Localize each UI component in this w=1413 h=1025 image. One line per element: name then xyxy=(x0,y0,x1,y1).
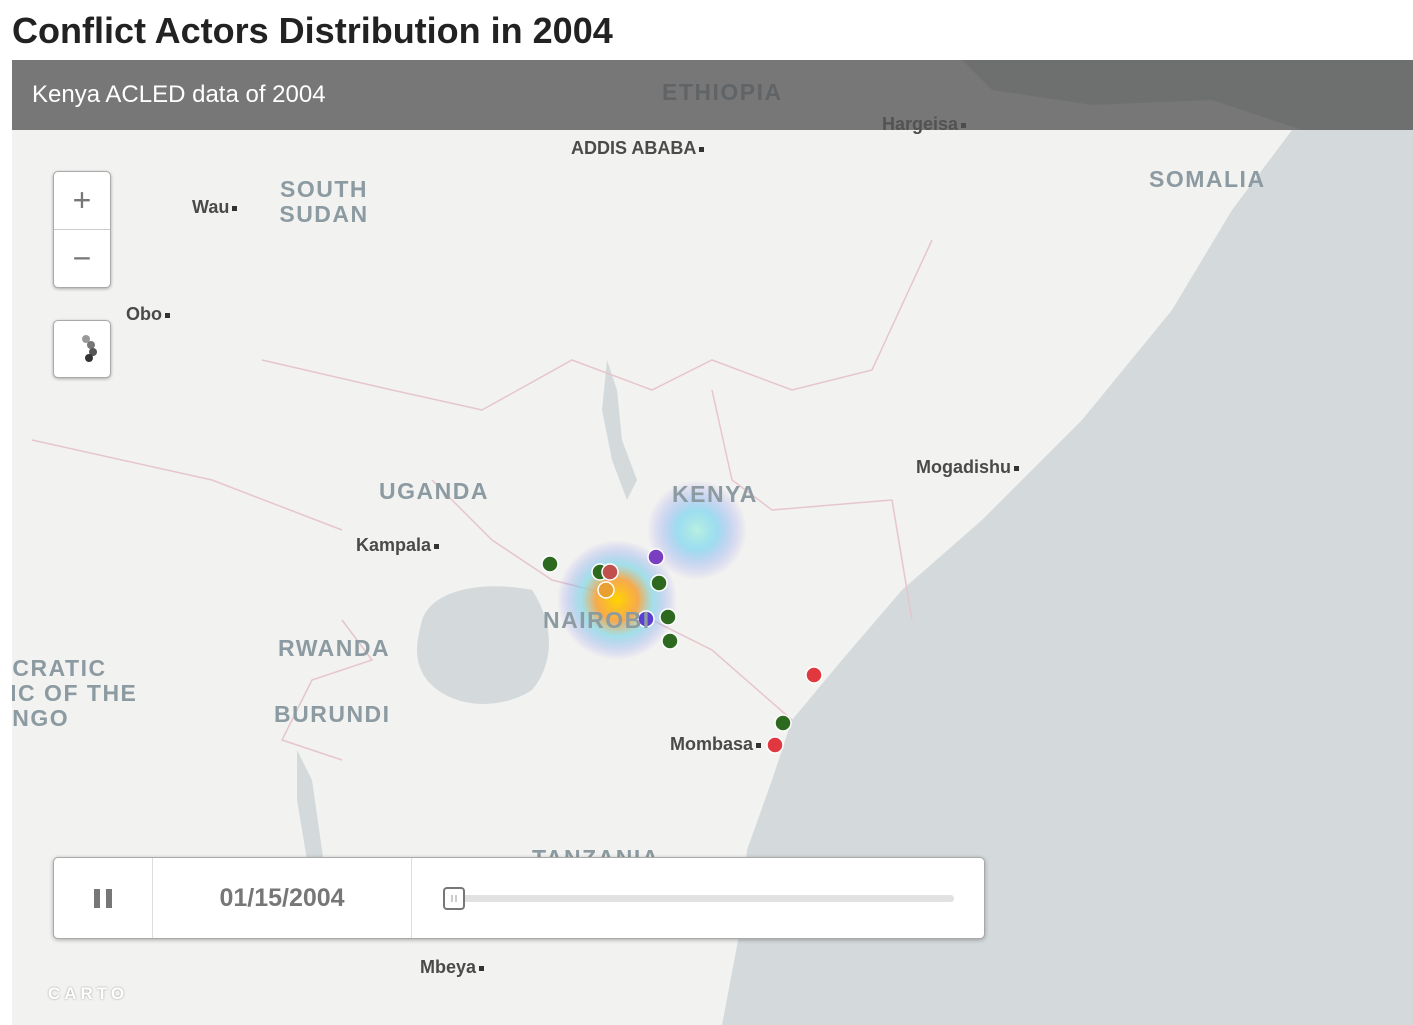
event-dot[interactable] xyxy=(541,555,559,573)
city-label: Kampala xyxy=(356,535,439,556)
city-label: Wau xyxy=(192,197,237,218)
event-dot[interactable] xyxy=(661,632,679,650)
zoom-out[interactable]: − xyxy=(72,240,92,276)
attribution: CARTO xyxy=(48,984,129,1003)
events xyxy=(541,548,823,754)
event-dot[interactable] xyxy=(597,581,615,599)
country-label: DEMOCRATIC REPUBLIC OF THE CONGO xyxy=(12,655,138,731)
country-label: UGANDA xyxy=(379,478,489,504)
heat-spot xyxy=(557,540,677,660)
city-label: ADDIS ABABA xyxy=(571,138,704,159)
event-dot[interactable] xyxy=(650,574,668,592)
country-label: BURUNDI xyxy=(274,701,391,727)
city-label: Obo xyxy=(126,304,170,325)
city-label: Mogadishu xyxy=(916,457,1019,478)
event-dot[interactable] xyxy=(637,610,655,628)
city-label: Mbeya xyxy=(420,957,484,978)
ocean xyxy=(722,130,1413,1025)
layer-toggle[interactable] xyxy=(53,320,111,378)
country-label: NAIROBI xyxy=(543,607,651,633)
country-label: KENYA xyxy=(672,481,758,507)
country-label: RWANDA xyxy=(278,635,391,661)
city-label: Mombasa xyxy=(670,734,761,755)
event-dot[interactable] xyxy=(601,563,619,581)
lake-turkana xyxy=(602,360,637,500)
event-dot[interactable] xyxy=(774,714,792,732)
event-dot[interactable] xyxy=(766,736,784,754)
pause-button[interactable] xyxy=(54,858,152,938)
map-header: Kenya ACLED data of 2004 xyxy=(12,60,1413,130)
timeline-date: 01/15/2004 xyxy=(152,858,412,938)
timeline-slider[interactable] xyxy=(424,858,984,938)
country-label: SOUTH SUDAN xyxy=(279,176,369,227)
event-dot[interactable] xyxy=(805,666,823,684)
layer-icon xyxy=(82,335,97,362)
country-label: SOMALIA xyxy=(1149,166,1266,192)
timeline: 01/15/2004 xyxy=(53,857,985,939)
lake-victoria xyxy=(417,586,549,704)
zoom-in[interactable]: + xyxy=(54,172,110,230)
zoom-control: + − xyxy=(53,171,111,288)
page-title: Conflict Actors Distribution in 2004 xyxy=(12,10,613,51)
event-dot[interactable] xyxy=(659,608,677,626)
map: ETHIOPIAHargeisaADDIS ABABASOMALIASOUTH … xyxy=(12,60,1413,1025)
event-dot[interactable] xyxy=(647,548,665,566)
heat-spot xyxy=(647,480,747,580)
